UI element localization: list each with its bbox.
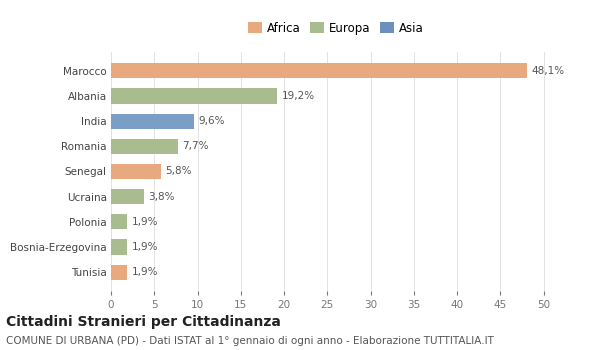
Bar (111, 189, 144, 204)
Bar (111, 89, 277, 104)
Legend: Africa, Europa, Asia: Africa, Europa, Asia (246, 19, 426, 37)
Text: COMUNE DI URBANA (PD) - Dati ISTAT al 1° gennaio di ogni anno - Elaborazione TUT: COMUNE DI URBANA (PD) - Dati ISTAT al 1°… (6, 336, 494, 346)
Text: 1,9%: 1,9% (132, 267, 158, 277)
Text: Cittadini Stranieri per Cittadinanza: Cittadini Stranieri per Cittadinanza (6, 315, 281, 329)
Bar (111, 239, 127, 254)
Bar (111, 214, 127, 229)
Text: 19,2%: 19,2% (281, 91, 314, 101)
Text: 7,7%: 7,7% (182, 141, 208, 151)
Text: 3,8%: 3,8% (148, 192, 175, 202)
Bar (111, 164, 161, 179)
Text: 5,8%: 5,8% (166, 167, 192, 176)
Bar (111, 63, 527, 78)
Text: 48,1%: 48,1% (532, 66, 565, 76)
Bar (111, 139, 178, 154)
Bar (111, 114, 194, 129)
Text: 9,6%: 9,6% (199, 116, 225, 126)
Text: 1,9%: 1,9% (132, 242, 158, 252)
Text: 1,9%: 1,9% (132, 217, 158, 227)
Bar (111, 265, 127, 280)
